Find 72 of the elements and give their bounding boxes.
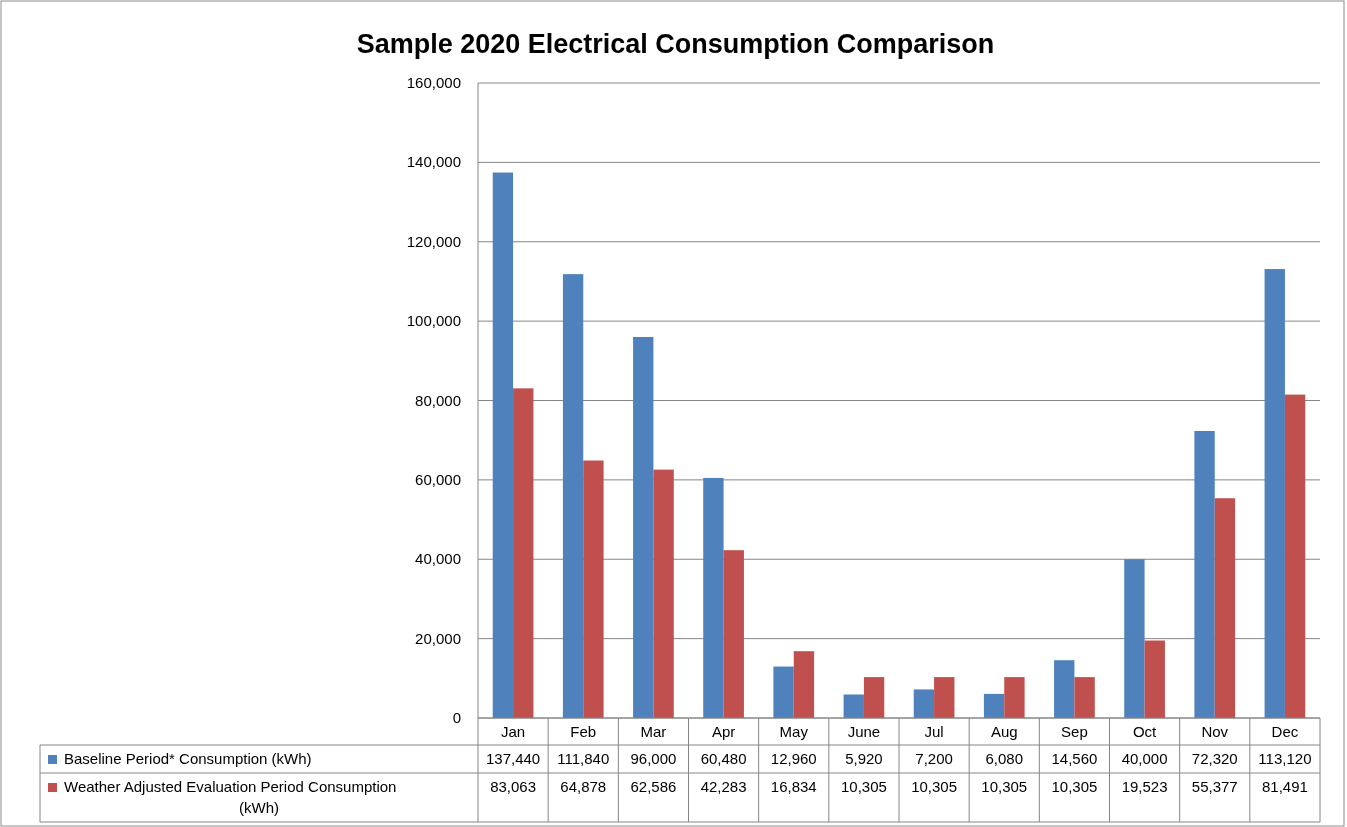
x-tick-label: Sep: [1061, 723, 1088, 740]
y-tick-label: 0: [452, 709, 461, 726]
data-label: 19,523: [1121, 778, 1168, 795]
x-tick-label: Feb: [570, 723, 597, 740]
data-label: 137,440: [485, 750, 541, 767]
x-tick-label: Dec: [1271, 723, 1299, 740]
x-tick-label: Aug: [990, 723, 1018, 740]
bar: [703, 477, 724, 718]
y-tick-label: 80,000: [415, 391, 461, 409]
x-tick-label: Nov: [1201, 723, 1229, 740]
data-label: 10,305: [981, 778, 1028, 795]
bar: [653, 469, 674, 718]
bar: [1284, 394, 1306, 718]
data-label: 60,480: [700, 750, 747, 767]
data-label: 64,878: [560, 778, 607, 795]
y-tick-label: 140,000: [406, 153, 461, 171]
data-label: 81,491: [1261, 778, 1308, 795]
bar: [793, 651, 815, 718]
data-label: 83,063: [490, 778, 537, 795]
bar: [583, 460, 604, 718]
x-tick-label: Jan: [500, 723, 526, 740]
y-tick-label: 20,000: [415, 629, 461, 647]
data-label: 111,840: [557, 750, 610, 767]
y-tick-label: 120,000: [406, 232, 461, 250]
data-label: 5,920: [845, 750, 883, 767]
data-label: 14,560: [1051, 750, 1098, 767]
bar: [633, 337, 654, 718]
x-tick-label: May: [779, 723, 809, 740]
y-tick-label: 160,000: [406, 74, 461, 91]
bar: [773, 666, 794, 718]
data-label: 42,283: [700, 778, 747, 795]
data-label: 6,080: [985, 750, 1024, 767]
y-tick-label: 40,000: [415, 550, 461, 568]
y-tick-label: 60,000: [415, 470, 461, 488]
x-tick-label: Oct: [1132, 723, 1158, 740]
bar: [983, 693, 1005, 718]
x-tick-label: Mar: [640, 723, 667, 740]
bar: [562, 274, 584, 718]
legend-label: Weather Adjusted Evaluation Period Consumption (kWh): [64, 778, 397, 816]
bar: [492, 172, 514, 718]
data-label: 10,305: [1051, 778, 1098, 795]
bar: [1264, 269, 1285, 718]
data-label: 10,305: [911, 778, 958, 795]
bar: [1124, 559, 1145, 718]
data-label: 62,586: [630, 778, 677, 795]
bar: [863, 677, 885, 718]
x-tick-label: June: [847, 723, 881, 740]
bar: [843, 694, 864, 718]
data-label: 55,377: [1191, 778, 1238, 795]
bar: [1004, 677, 1025, 718]
data-label: 7,200: [915, 750, 953, 767]
data-label: 40,000: [1121, 750, 1168, 767]
bar: [1074, 677, 1095, 718]
chart-title: Sample 2020 Electrical Consumption Comparison: [356, 29, 995, 59]
x-tick-label: Apr: [711, 723, 736, 740]
bar: [513, 388, 534, 718]
data-label: 72,320: [1191, 750, 1238, 767]
data-label: 113,120: [1258, 750, 1312, 767]
bar: [1194, 430, 1215, 718]
bar: [1144, 640, 1165, 718]
data-label: 16,834: [770, 778, 817, 795]
bar: [913, 689, 935, 718]
data-label: 96,000: [630, 750, 677, 767]
data-label: 10,305: [840, 778, 887, 795]
legend-label: Baseline Period* Consumption (kWh): [64, 750, 312, 767]
bar: [1214, 498, 1236, 718]
bar: [934, 677, 955, 718]
bar: [723, 550, 744, 718]
data-label: 12,960: [770, 750, 817, 767]
y-tick-label: 100,000: [406, 312, 461, 330]
x-tick-label: Jul: [924, 723, 944, 740]
bar: [1054, 660, 1075, 718]
